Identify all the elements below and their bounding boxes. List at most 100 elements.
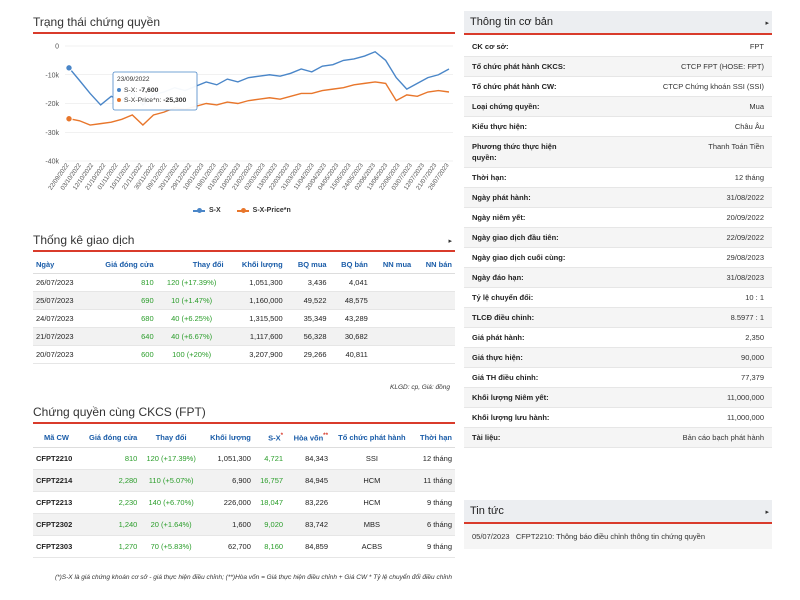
column-header-label: Thay đổi: [155, 432, 187, 442]
news-list: 05/07/2023 CFPT2210: Thông báo điều chỉn…: [464, 524, 772, 549]
related-warrants-title: Chứng quyền cùng CKCS (FPT): [33, 405, 455, 424]
warrant-code-link[interactable]: CFPT2210: [33, 447, 80, 470]
table-cell: [414, 345, 455, 364]
table-cell: 810: [87, 273, 157, 292]
column-header: Giá đóng cửa: [87, 256, 157, 274]
table-cell: 16,757: [253, 469, 287, 492]
table-cell: 20/07/2023: [33, 345, 88, 364]
table-cell: 18,047: [253, 491, 287, 514]
y-tick-label: -20k: [45, 101, 59, 108]
info-label: Ngày đáo hạn:: [472, 273, 524, 282]
prospectus-link[interactable]: Bản cáo bạch phát hành: [682, 433, 764, 442]
info-label: Ngày phát hành:: [472, 193, 531, 202]
info-row: Ngày đáo hạn: 31/08/2023: [464, 268, 772, 288]
legend-item-sx[interactable]: S-X: [193, 207, 221, 214]
table-cell: 1,051,300: [226, 273, 286, 292]
legend-item-sx-price[interactable]: S-X-Price*n: [236, 207, 291, 214]
trading-stats-title: Thống kê giao dịch ▸: [33, 233, 455, 252]
table-cell: 4,041: [329, 273, 371, 292]
table-cell: 1,117,600: [226, 327, 286, 346]
warrant-status-chart[interactable]: 0 -10k -20k -30k -40k 22/09/2022 03/10/2022 12/…: [25, 36, 457, 226]
table-cell: [414, 273, 455, 292]
table-cell: 140 (+6.70%): [140, 491, 202, 514]
news-headline[interactable]: CFPT2210: Thông báo điều chỉnh thông tin…: [515, 532, 705, 541]
column-header-label: Mã CW: [43, 432, 69, 442]
table-cell: 9 tháng: [412, 535, 455, 558]
table-cell: 640: [87, 327, 157, 346]
data-point[interactable]: [65, 115, 73, 123]
table-row[interactable]: CFPT2303 1,270 70 (+5.83%) 62,700 8,160 84,85…: [33, 535, 455, 558]
info-row: Ngày giao dịch cuối cùng: 29/08/2023: [464, 248, 772, 268]
table-cell: 6,900: [201, 469, 254, 492]
chevron-right-icon[interactable]: ▸: [448, 238, 452, 245]
info-value: FPT: [749, 42, 764, 51]
table-cell: 110 (+5.07%): [140, 469, 202, 492]
table-cell: 100 (+20%): [156, 345, 227, 364]
table-cell: 83,742: [286, 513, 332, 536]
info-value: 2,350: [745, 333, 764, 342]
trading-stats-title-text: Thống kê giao dịch: [33, 233, 135, 247]
table-cell: 40 (+6.25%): [156, 309, 227, 328]
table-cell: 1,315,500: [226, 309, 286, 328]
info-row: Ngày giao dịch đầu tiên: 22/09/2022: [464, 228, 772, 248]
chevron-right-icon[interactable]: ▸: [765, 20, 769, 27]
warrant-code-link[interactable]: CFPT2303: [33, 535, 80, 558]
column-header-label: Giá đóng cửa: [89, 432, 138, 442]
table-cell: 11 tháng: [412, 469, 455, 492]
info-value: 90,000: [741, 353, 764, 362]
info-panel: Thông tin cơ bản ▸ CK cơ sở: FPT Tổ chức p…: [464, 11, 772, 448]
news-panel-title: Tin tức: [470, 505, 504, 517]
info-label: Khối lượng Niêm yết:: [472, 393, 549, 402]
footnote-mark: **: [323, 432, 329, 439]
chart-legend: S-X S-X-Price*n: [193, 207, 291, 214]
warrant-code-link[interactable]: CFPT2213: [33, 491, 80, 514]
table-row[interactable]: CFPT2210 810 120 (+17.39%) 1,051,300 4,721 84…: [33, 447, 455, 470]
table-row[interactable]: CFPT2302 1,240 20 (+1.64%) 1,600 9,020 83,742…: [33, 513, 455, 536]
info-row: CK cơ sở: FPT: [464, 37, 772, 57]
table-cell: 83,226: [286, 491, 332, 514]
table-cell: 600: [87, 345, 157, 364]
info-value: 11,000,000: [727, 393, 764, 402]
info-row: Tỷ lệ chuyển đổi: 10 : 1: [464, 288, 772, 308]
table-header-row: Ngày Giá đóng cửa Thay đổi Khối lượng BQ mua…: [33, 256, 455, 274]
info-label: Tổ chức phát hành CW:: [472, 82, 557, 91]
series-line-s-x-price[interactable]: [68, 81, 450, 127]
tooltip-date: 23/09/2022: [117, 76, 150, 83]
table-cell: 43,289: [329, 309, 371, 328]
table-cell: 1,600: [201, 513, 254, 536]
warrant-code-link[interactable]: CFPT2302: [33, 513, 80, 536]
news-item[interactable]: 05/07/2023 CFPT2210: Thông báo điều chỉn…: [464, 524, 772, 549]
info-row: Phương thức thực hiện quyền: Thanh Toán T…: [464, 137, 772, 168]
chevron-right-icon[interactable]: ▸: [765, 509, 769, 516]
info-row: Loại chứng quyền: Mua: [464, 97, 772, 117]
table-cell: [414, 309, 455, 328]
info-value: CTCP Chứng khoán SSI (SSI): [662, 82, 764, 91]
column-header: Khối lượng: [226, 256, 286, 274]
chart-title-text: Trạng thái chứng quyền: [33, 15, 161, 29]
column-header-label: Khối lượng: [210, 432, 251, 442]
data-point[interactable]: [65, 64, 73, 72]
table-cell: 8,160: [253, 535, 287, 558]
column-header-label: Hòa vốn: [293, 433, 324, 443]
info-label: Tài liệu:: [472, 433, 501, 442]
info-value: 22/09/2022: [726, 233, 764, 242]
chart-svg[interactable]: 0-10k-20k-30k-40k22/09/202203/10/202212/…: [25, 36, 457, 226]
column-header: Thay đổi: [140, 428, 202, 448]
column-header: Thời hạn: [412, 428, 455, 448]
info-label: Phương thức thực hiện quyền:: [472, 142, 557, 162]
table-cell: 6 tháng: [412, 513, 455, 536]
table-cell: 1,270: [79, 535, 141, 558]
info-panel-header: Thông tin cơ bản ▸: [464, 11, 772, 35]
table-cell: HCM: [331, 491, 413, 514]
info-label: Khối lượng lưu hành:: [472, 413, 550, 422]
column-header: NN bán: [414, 256, 455, 274]
column-header-label: Thời hạn: [420, 432, 452, 442]
table-row[interactable]: CFPT2213 2,230 140 (+6.70%) 226,000 18,047 83…: [33, 491, 455, 514]
column-header: Giá đóng cửa: [79, 428, 141, 448]
table-row[interactable]: CFPT2214 2,280 110 (+5.07%) 6,900 16,757 84,9…: [33, 469, 455, 492]
table-cell: [370, 327, 415, 346]
warrant-code-link[interactable]: CFPT2214: [33, 469, 80, 492]
info-label: Giá TH điều chỉnh:: [472, 373, 539, 382]
table-cell: 680: [87, 309, 157, 328]
info-row: Tổ chức phát hành CW: CTCP Chứng khoán SS…: [464, 77, 772, 97]
